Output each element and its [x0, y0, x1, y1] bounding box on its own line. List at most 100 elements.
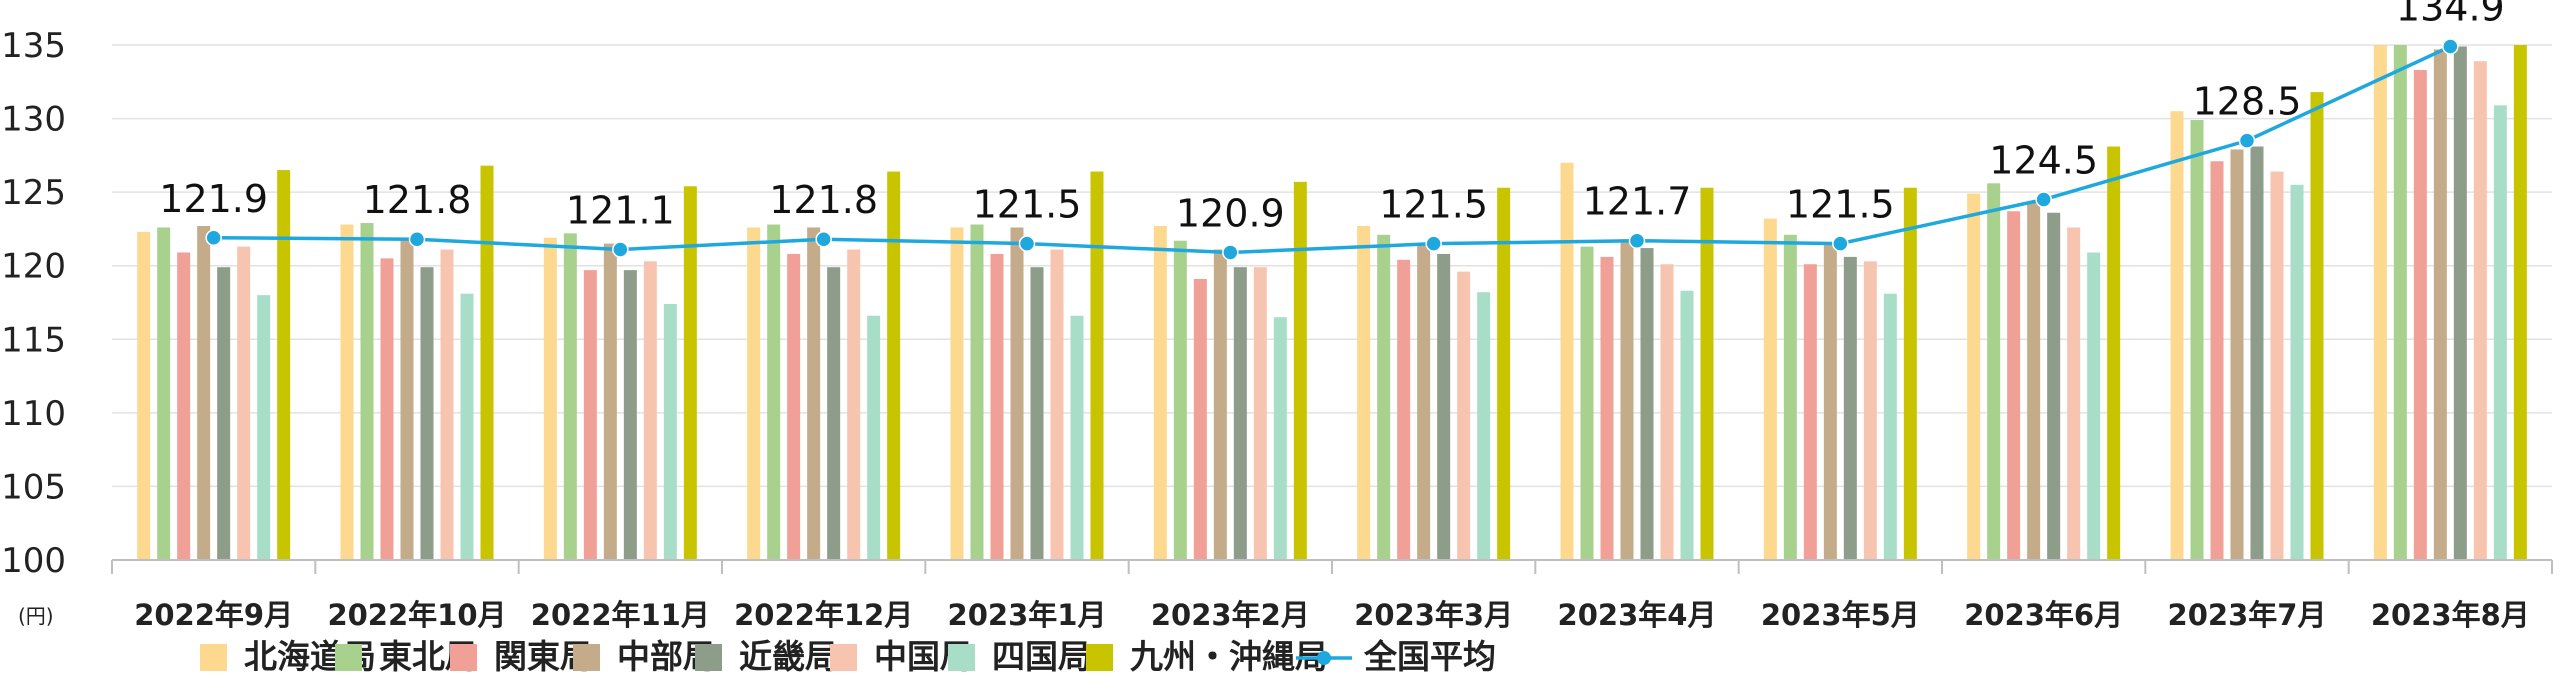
y-tick-label: 130 — [1, 100, 66, 140]
data-label: 120.9 — [1176, 191, 1285, 235]
bar — [990, 253, 1004, 560]
bar — [257, 295, 271, 560]
bar — [603, 243, 617, 560]
bar — [1030, 267, 1044, 560]
bar — [787, 253, 801, 560]
average-line-path — [213, 44, 2452, 255]
bar — [1640, 248, 1654, 561]
line-point — [2442, 38, 2459, 55]
bar — [2493, 105, 2507, 560]
bar — [683, 186, 697, 560]
bar — [2230, 149, 2244, 560]
bar — [563, 233, 577, 561]
bar — [1457, 271, 1471, 560]
bar — [1987, 183, 2001, 561]
x-tick-label: 2022年11月 — [531, 598, 710, 632]
bar — [2310, 92, 2324, 560]
legend-swatch — [335, 644, 362, 671]
line-point — [205, 229, 222, 247]
bar — [1437, 253, 1451, 560]
legend-item: 九州・沖縄局 — [1086, 637, 1328, 676]
bar — [1783, 234, 1797, 561]
y-tick-label: 115 — [1, 320, 66, 360]
bar — [1173, 240, 1187, 560]
bar — [1233, 267, 1247, 560]
gridlines — [112, 44, 2552, 488]
bar — [583, 270, 597, 560]
bar — [1050, 249, 1064, 560]
bar — [2250, 146, 2264, 560]
data-label: 134.9 — [2396, 0, 2505, 29]
line-point — [2035, 191, 2052, 208]
bar — [663, 303, 677, 560]
bar — [1010, 227, 1024, 560]
bars — [137, 45, 2527, 561]
bar — [1153, 225, 1167, 560]
legend-item: 中部局 — [573, 637, 716, 676]
bar — [2047, 212, 2061, 560]
x-tick-label: 2022年10月 — [327, 598, 506, 632]
average-line — [205, 38, 2459, 261]
bar — [747, 227, 761, 560]
bar — [2373, 45, 2387, 560]
data-label: 121.1 — [566, 189, 675, 233]
bar — [360, 223, 374, 561]
legend-swatch — [830, 644, 857, 671]
legend-label: 九州・沖縄局 — [1130, 637, 1328, 676]
bar — [1883, 293, 1897, 560]
bar — [1560, 162, 1574, 560]
y-axis-ticks: 100 105 110 115 120 125 130 135 — [1, 26, 66, 581]
line-point — [815, 230, 832, 248]
bar — [1967, 193, 1981, 560]
legend: 北海道局 東北局 関東局 中部局 近畿局 中国局 四国局 九州・沖縄局 全国平均 — [200, 637, 1496, 676]
data-label: 121.5 — [1786, 183, 1895, 227]
bar — [2067, 227, 2081, 560]
data-label: 128.5 — [2193, 80, 2302, 124]
bar — [177, 252, 191, 560]
bar — [1497, 187, 1511, 560]
bar — [1680, 290, 1694, 560]
data-label: 121.9 — [159, 177, 268, 221]
bar — [2170, 111, 2184, 560]
x-tick-label: 2023年2月 — [1151, 598, 1310, 632]
x-tick-label: 2023年4月 — [1558, 598, 1717, 632]
bar — [2433, 49, 2447, 561]
bar — [623, 270, 637, 560]
bar — [157, 227, 171, 560]
bar — [137, 231, 151, 560]
data-label: 121.8 — [363, 178, 472, 222]
legend-swatch — [200, 644, 227, 671]
bar — [2453, 46, 2467, 560]
bar — [1193, 278, 1207, 560]
line-point — [1018, 235, 1036, 252]
bar — [1417, 243, 1431, 560]
legend-item: 全国平均 — [1296, 637, 1496, 676]
bar — [1763, 218, 1777, 560]
bar — [1397, 259, 1411, 560]
bar — [2190, 120, 2204, 561]
line-point — [1222, 244, 1239, 261]
data-label: 121.7 — [1583, 180, 1692, 224]
bar — [2107, 146, 2121, 560]
bar — [2513, 45, 2527, 560]
line-point — [2238, 132, 2256, 149]
line-point — [612, 241, 629, 258]
bar — [1600, 256, 1614, 560]
x-axis-ticks: 2022年9月 2022年10月 2022年11月 2022年12月 2023年1月 20… — [134, 598, 2530, 632]
bar — [2473, 61, 2487, 560]
y-tick-label: 110 — [1, 394, 66, 434]
legend-item: 近畿局 — [695, 637, 838, 676]
data-label: 121.8 — [769, 178, 878, 222]
data-labels: 121.9 121.8 121.1 121.8 121.5 120.9 121.5 121.7… — [159, 0, 2504, 235]
x-tick-label: 2022年12月 — [734, 598, 913, 632]
bar — [1213, 249, 1227, 560]
x-tick-label: 2023年6月 — [1964, 598, 2123, 632]
legend-swatch — [573, 644, 600, 671]
bar — [2007, 211, 2021, 560]
bar — [440, 249, 454, 560]
line-point — [408, 230, 426, 248]
legend-swatch — [450, 644, 477, 671]
legend-swatch — [948, 644, 975, 671]
x-tick-label: 2022年9月 — [134, 598, 293, 632]
